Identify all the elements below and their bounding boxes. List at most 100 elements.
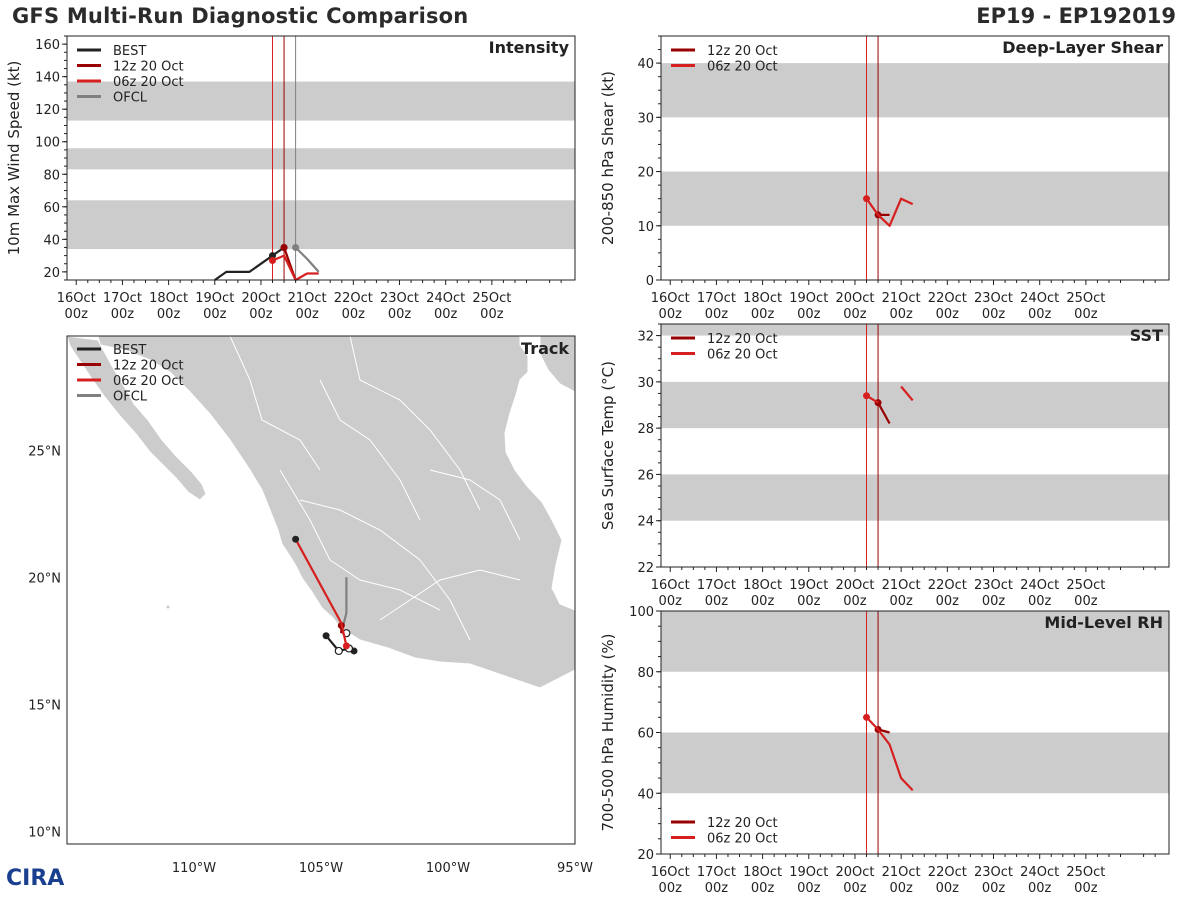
track-panel-title: Track [521, 339, 569, 358]
shear-xtick-hour: 00z [705, 307, 729, 322]
rh-ylabel: 700-500 hPa Humidity (%) [599, 633, 617, 831]
intensity-ytick-label: 100 [35, 136, 60, 151]
track-ytick-label: 10°N [28, 825, 61, 840]
rh-data-point [863, 713, 871, 721]
track-map [66, 335, 576, 845]
shear-xtick-hour: 00z [936, 307, 960, 322]
shear-xtick-hour: 00z [797, 307, 821, 322]
track-frame [66, 335, 576, 845]
intensity-panel-title: Intensity [489, 38, 570, 57]
track-position [322, 632, 330, 640]
shear-xtick-day: 16Oct [651, 291, 690, 306]
rh-ytick-label: 40 [637, 787, 654, 802]
intensity-ytick-label: 80 [43, 168, 60, 183]
shear-xtick-hour: 00z [1028, 307, 1052, 322]
sst-ylabel: Sea Surface Temp (°C) [599, 361, 617, 530]
rh-xtick-hour: 00z [1074, 881, 1098, 896]
intensity-xtick-hour: 00z [342, 307, 366, 322]
track-xtick-label: 105°W [299, 861, 343, 876]
rh-series-line [865, 716, 914, 791]
sst-ytick-label: 28 [637, 422, 654, 437]
shear-band [661, 171, 1169, 226]
sst-xtick-hour: 00z [705, 594, 729, 609]
intensity-xtick-hour: 00z [157, 307, 181, 322]
sst-xtick-day: 19Oct [789, 578, 828, 593]
intensity-xtick-day: 25Oct [472, 291, 511, 306]
intensity-data-point [269, 256, 277, 264]
rh-legend-label: 06z 20 Oct [707, 832, 778, 847]
track-legend-label: BEST [113, 343, 146, 358]
storm-id: EP19 - EP192019 [976, 4, 1176, 28]
shear-panel: 01020304016Oct00z17Oct00z18Oct00z19Oct00… [599, 35, 1170, 322]
shear-xtick-hour: 00z [1074, 307, 1098, 322]
sst-xtick-hour: 00z [1074, 594, 1098, 609]
sst-xtick-day: 20Oct [835, 578, 874, 593]
sst-band [661, 324, 1169, 336]
sst-xtick-day: 23Oct [974, 578, 1013, 593]
intensity-panel: 2040608010012014016016Oct00z17Oct00z18Oc… [5, 35, 576, 322]
rh-xtick-day: 17Oct [697, 865, 736, 880]
sst-xtick-day: 18Oct [743, 578, 782, 593]
track-xtick-label: 110°W [172, 861, 216, 876]
rh-xtick-day: 23Oct [974, 865, 1013, 880]
shear-panel-title: Deep-Layer Shear [1002, 38, 1163, 57]
shear-xtick-day: 22Oct [928, 291, 967, 306]
intensity-series-line [294, 246, 320, 273]
intensity-xtick-hour: 00z [203, 307, 227, 322]
rh-xtick-hour: 00z [889, 881, 913, 896]
sst-ytick-label: 32 [637, 330, 654, 345]
intensity-xtick-day: 22Oct [334, 291, 373, 306]
shear-xtick-day: 21Oct [882, 291, 921, 306]
track-xtick-label: 100°W [426, 861, 470, 876]
intensity-band [67, 200, 575, 250]
figure-title: GFS Multi-Run Diagnostic Comparison [12, 4, 469, 28]
sst-xtick-day: 24Oct [1020, 578, 1059, 593]
sst-xtick-hour: 00z [751, 594, 775, 609]
sst-ytick-label: 30 [637, 376, 654, 391]
intensity-ytick-label: 140 [35, 71, 60, 86]
sst-xtick-day: 22Oct [928, 578, 967, 593]
shear-band [661, 63, 1169, 118]
intensity-legend-label: BEST [113, 44, 146, 59]
shear-ylabel: 200-850 hPa Shear (kt) [599, 71, 617, 245]
intensity-band [67, 81, 575, 121]
sst-xtick-hour: 00z [982, 594, 1006, 609]
shear-ytick-label: 30 [637, 111, 654, 126]
shear-legend-label: 12z 20 Oct [707, 44, 778, 59]
shear-xtick-day: 20Oct [835, 291, 874, 306]
baja-california [67, 336, 207, 501]
rh-xtick-day: 25Oct [1066, 865, 1105, 880]
shear-ytick-label: 20 [637, 166, 654, 181]
intensity-ylabel: 10m Max Wind Speed (kt) [5, 61, 23, 256]
sst-ytick-label: 24 [637, 515, 654, 530]
shear-xtick-day: 19Oct [789, 291, 828, 306]
shear-xtick-hour: 00z [982, 307, 1006, 322]
track-legend-label: OFCL [113, 390, 148, 405]
rh-xtick-hour: 00z [843, 881, 867, 896]
rh-xtick-hour: 00z [1028, 881, 1052, 896]
sst-xtick-hour: 00z [1028, 594, 1052, 609]
rh-ytick-label: 80 [637, 666, 654, 681]
shear-xtick-hour: 00z [659, 307, 683, 322]
intensity-xtick-day: 23Oct [380, 291, 419, 306]
intensity-ytick-label: 120 [35, 103, 60, 118]
shear-data-point [863, 195, 871, 203]
track-ytick-label: 25°N [28, 444, 61, 459]
intensity-legend-label: 12z 20 Oct [113, 60, 184, 75]
shear-xtick-day: 25Oct [1066, 291, 1105, 306]
rh-xtick-hour: 00z [982, 881, 1006, 896]
rh-xtick-hour: 00z [797, 881, 821, 896]
sst-panel: 22242628303216Oct00z17Oct00z18Oct00z19Oc… [599, 323, 1170, 609]
intensity-data-point [269, 252, 277, 260]
track-legend-label: 12z 20 Oct [113, 359, 184, 374]
intensity-band [67, 148, 575, 170]
shear-xtick-hour: 00z [843, 307, 867, 322]
rh-xtick-day: 16Oct [651, 865, 690, 880]
sst-xtick-day: 21Oct [882, 578, 921, 593]
intensity-xtick-day: 20Oct [241, 291, 280, 306]
shear-xtick-day: 18Oct [743, 291, 782, 306]
intensity-xtick-day: 19Oct [195, 291, 234, 306]
intensity-xtick-day: 21Oct [288, 291, 327, 306]
island [166, 605, 170, 609]
